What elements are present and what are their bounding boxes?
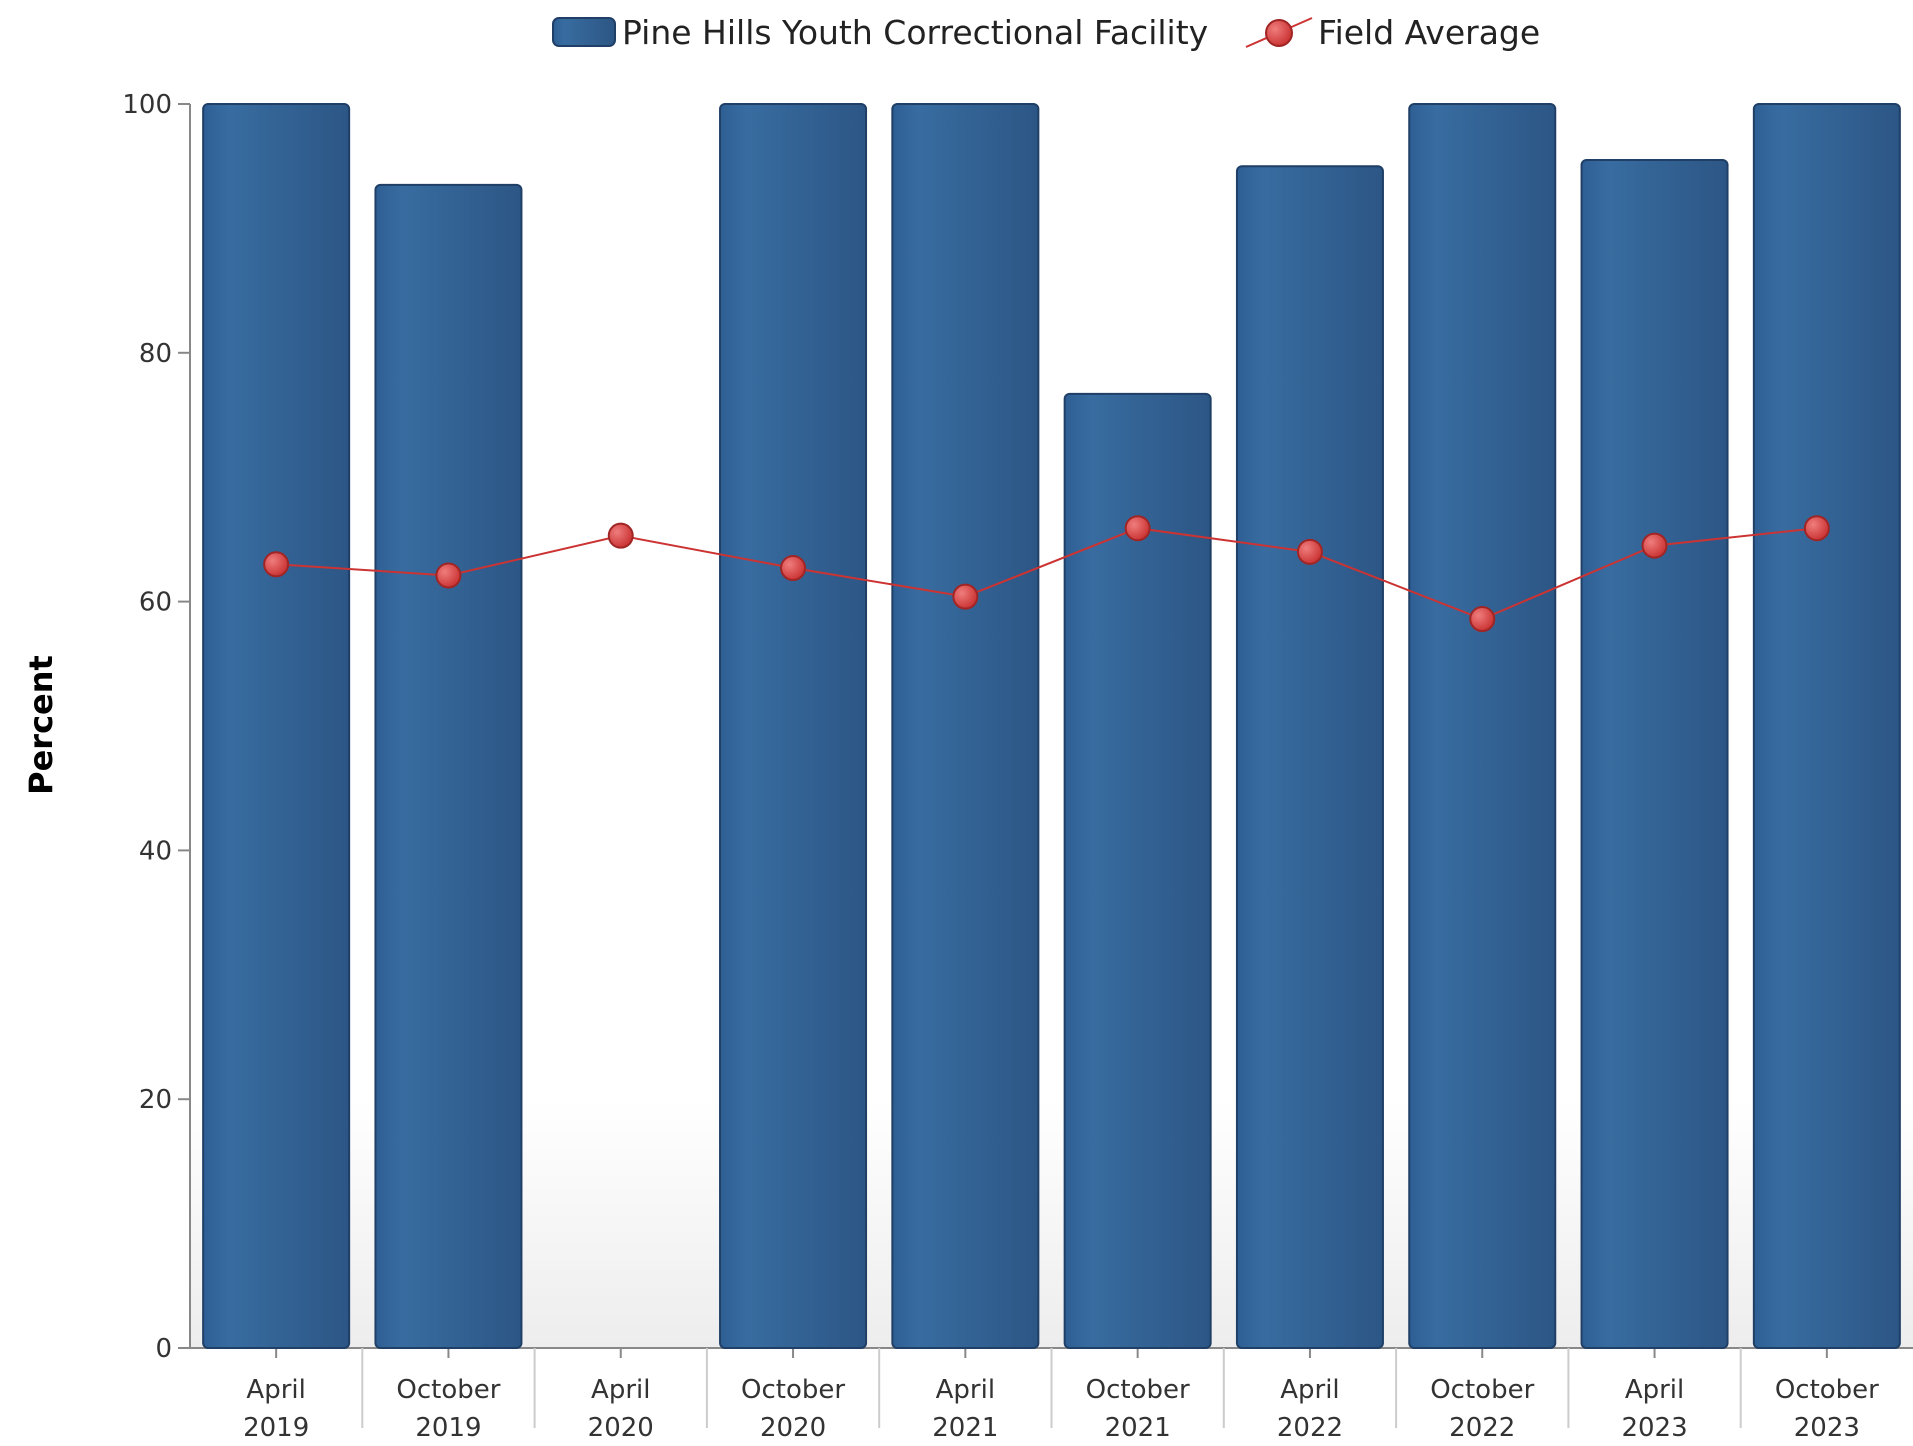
bar-series bbox=[202, 103, 1901, 1350]
x-tick-label: April bbox=[1625, 1375, 1684, 1405]
y-axis-title: Percent bbox=[22, 655, 60, 795]
y-tick-label: 0 bbox=[155, 1334, 172, 1364]
y-axis: 0 20 40 60 80 100 bbox=[122, 90, 191, 1364]
x-tick-label: October bbox=[1086, 1375, 1190, 1405]
x-tick-label: 2023 bbox=[1794, 1413, 1860, 1443]
legend-swatch-bar bbox=[552, 17, 616, 47]
x-tick-label: 2023 bbox=[1621, 1413, 1687, 1443]
line-point bbox=[1641, 532, 1668, 559]
line-point bbox=[952, 583, 979, 610]
bar bbox=[202, 103, 351, 1349]
line-point bbox=[263, 551, 290, 578]
line-point bbox=[1296, 538, 1323, 565]
x-tick-label: 2020 bbox=[760, 1413, 826, 1443]
x-tick-label: 2021 bbox=[932, 1413, 998, 1443]
x-tick-label: April bbox=[1280, 1375, 1339, 1405]
line-point bbox=[1469, 606, 1496, 633]
x-tick-label: 2022 bbox=[1449, 1413, 1515, 1443]
legend: Pine Hills Youth Correctional Facility F… bbox=[552, 13, 1540, 52]
bar bbox=[374, 183, 523, 1350]
y-tick-label: 20 bbox=[139, 1085, 172, 1115]
line-point bbox=[435, 562, 462, 589]
x-tick-label: 2020 bbox=[588, 1413, 654, 1443]
line-series bbox=[263, 515, 1830, 633]
x-tick-label: April bbox=[936, 1375, 995, 1405]
y-tick-label: 60 bbox=[139, 588, 172, 618]
line-point bbox=[1124, 515, 1151, 542]
x-tick-label: October bbox=[396, 1375, 500, 1405]
x-tick-label: April bbox=[246, 1375, 305, 1405]
legend-swatch-marker bbox=[1265, 19, 1293, 47]
legend-label-line: Field Average bbox=[1318, 13, 1540, 52]
y-tick-label: 40 bbox=[139, 836, 172, 866]
field-average-line bbox=[276, 527, 1817, 621]
bar bbox=[1063, 392, 1212, 1349]
x-tick-label: 2019 bbox=[243, 1413, 309, 1443]
y-tick-label: 100 bbox=[122, 90, 172, 120]
bar bbox=[1235, 165, 1384, 1350]
bar bbox=[1752, 103, 1901, 1349]
x-tick-label: 2022 bbox=[1277, 1413, 1343, 1443]
bar bbox=[719, 103, 868, 1349]
x-tick-label: October bbox=[1775, 1375, 1879, 1405]
bar bbox=[1408, 103, 1557, 1349]
x-tick-label: 2021 bbox=[1105, 1413, 1171, 1443]
bar bbox=[891, 103, 1040, 1349]
bar bbox=[1580, 158, 1729, 1350]
y-tick-label: 80 bbox=[139, 339, 172, 369]
x-axis: April 2019 October 2019 April 2020 October 2020… bbox=[190, 1347, 1913, 1443]
line-point bbox=[780, 555, 807, 582]
line-point bbox=[1803, 515, 1830, 542]
line-point bbox=[607, 522, 634, 549]
x-tick-label: 2019 bbox=[415, 1413, 481, 1443]
legend-label-bar: Pine Hills Youth Correctional Facility bbox=[622, 13, 1208, 52]
x-tick-label: October bbox=[1430, 1375, 1534, 1405]
x-tick-label: October bbox=[741, 1375, 845, 1405]
x-tick-label: April bbox=[591, 1375, 650, 1405]
